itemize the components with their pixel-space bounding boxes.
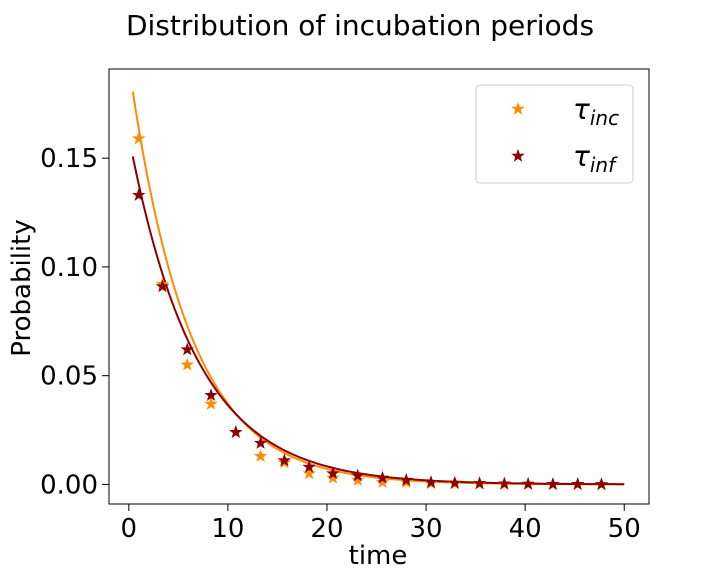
x-tick-label: 30 xyxy=(410,514,443,544)
legend-subscript: inf xyxy=(590,153,618,177)
data-point-inf xyxy=(350,468,365,482)
x-tick-label: 40 xyxy=(509,514,542,544)
data-point-inf xyxy=(180,342,195,356)
data-point-inf xyxy=(570,477,585,490)
legend-label-inc: τinc xyxy=(573,93,619,130)
data-point-inf xyxy=(448,475,462,489)
x-tick-label: 10 xyxy=(211,514,244,544)
data-point-inf xyxy=(472,476,487,490)
data-point-inf xyxy=(155,279,170,293)
x-tick-label: 50 xyxy=(608,514,641,544)
chart-title: Distribution of incubation periods xyxy=(126,9,594,42)
y-tick-label: 0.15 xyxy=(40,144,98,174)
data-point-inc xyxy=(180,357,195,371)
y-tick-label: 0.10 xyxy=(40,253,98,283)
data-point-inc xyxy=(131,131,146,145)
data-point-inf xyxy=(277,453,292,467)
legend-symbol: τ xyxy=(573,140,590,173)
fit-curve-inf xyxy=(131,156,625,486)
data-point-inf xyxy=(302,459,316,473)
data-point-inf xyxy=(497,476,512,490)
legend-subscript: inc xyxy=(590,106,619,130)
data-point-inf xyxy=(131,188,146,201)
data-point-inc xyxy=(253,449,268,462)
legend-symbol: τ xyxy=(573,93,590,126)
legend-marker-inc xyxy=(511,101,525,115)
data-point-inf xyxy=(253,435,268,449)
legend-label-inf: τinf xyxy=(573,140,618,177)
legend-marker-inf xyxy=(511,148,525,162)
x-tick-label: 20 xyxy=(310,514,343,544)
data-point-inf xyxy=(399,472,413,486)
y-tick-label: 0.05 xyxy=(40,362,98,392)
data-point-inf xyxy=(546,477,560,490)
y-tick-label: 0.00 xyxy=(40,470,98,500)
data-point-inc xyxy=(204,396,218,410)
data-point-inc xyxy=(350,472,365,486)
data-point-inc xyxy=(302,466,316,480)
data-point-inf xyxy=(229,425,243,438)
data-point-inf xyxy=(375,470,390,484)
y-axis-label: Probability xyxy=(7,219,37,356)
data-point-inf xyxy=(326,466,340,480)
x-axis-label: time xyxy=(349,541,408,571)
data-point-inc xyxy=(326,470,340,484)
data-point-inf xyxy=(594,477,609,491)
data-point-inf xyxy=(424,475,438,489)
plot-frame xyxy=(108,68,650,505)
data-point-inf xyxy=(204,388,218,402)
data-point-inf xyxy=(521,476,535,490)
x-tick-label: 0 xyxy=(121,514,138,544)
data-point-inc xyxy=(375,475,390,489)
